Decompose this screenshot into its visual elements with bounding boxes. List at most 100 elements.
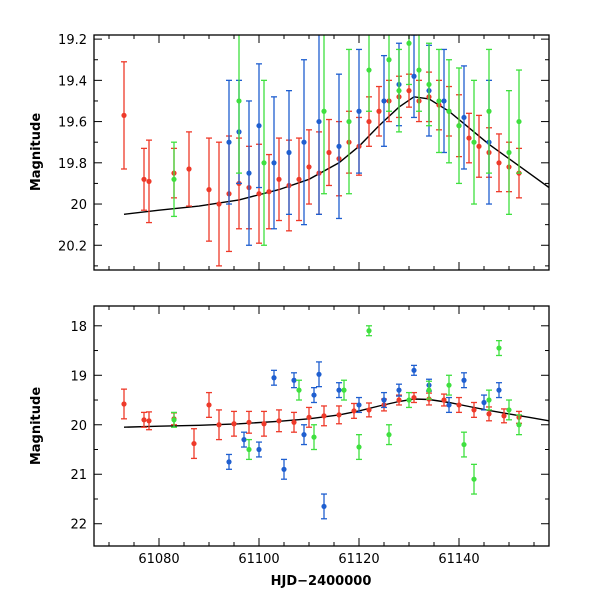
- bottom-blue-point: [396, 383, 402, 397]
- data-marker: [206, 187, 212, 193]
- top-blue-point: [226, 79, 232, 205]
- data-marker: [426, 387, 432, 393]
- bottom-red-point: [231, 410, 237, 437]
- data-marker: [321, 503, 327, 510]
- top-red-point: [376, 85, 382, 137]
- top-green-point: [171, 141, 177, 218]
- data-marker: [246, 446, 252, 453]
- data-marker: [481, 399, 487, 406]
- data-marker: [261, 421, 267, 427]
- data-marker: [171, 176, 177, 182]
- bottom-green-point: [386, 424, 392, 446]
- top-blue-point: [246, 100, 252, 246]
- bottom-blue-point: [226, 453, 232, 470]
- top-green-point: [436, 48, 442, 154]
- top-green-point: [486, 48, 492, 174]
- data-marker: [316, 371, 322, 377]
- bottom-blue-point: [356, 396, 362, 414]
- data-marker: [406, 397, 412, 403]
- bottom-red-point: [141, 411, 147, 428]
- data-marker: [411, 394, 417, 401]
- data-marker: [386, 57, 392, 63]
- bottom-blue-point: [481, 394, 487, 411]
- data-marker: [501, 413, 507, 419]
- data-marker: [456, 402, 462, 408]
- bottom-red-point: [306, 406, 312, 428]
- bottom-green-point: [311, 424, 317, 451]
- bottom-green-point: [366, 325, 372, 337]
- data-marker: [366, 328, 372, 334]
- data-marker: [356, 108, 362, 114]
- data-marker: [316, 118, 322, 125]
- y-tick-label: 19.4: [58, 74, 87, 89]
- data-marker: [381, 98, 387, 104]
- top-blue-point: [316, 35, 322, 215]
- data-marker: [506, 407, 512, 413]
- data-marker: [296, 387, 302, 393]
- bottom-red-point: [336, 405, 342, 425]
- top-red-point: [476, 114, 482, 178]
- data-marker: [461, 377, 467, 383]
- data-marker: [261, 160, 267, 166]
- top-blue-point: [256, 63, 262, 189]
- top-green-point: [446, 59, 452, 164]
- data-marker: [336, 143, 342, 149]
- data-marker: [446, 402, 452, 408]
- top-red-point: [121, 61, 127, 170]
- data-marker: [351, 408, 357, 414]
- x-tick-label: 61100: [238, 552, 279, 567]
- bottom-green-point: [516, 414, 522, 436]
- data-marker: [496, 160, 502, 166]
- top-green-point: [416, 35, 422, 112]
- bottom-red-point: [321, 405, 327, 427]
- bottom-points-layer: [121, 325, 522, 520]
- bottom-red-point: [291, 411, 297, 433]
- y-tick-label: 20: [70, 419, 87, 434]
- data-marker: [496, 387, 502, 393]
- data-marker: [366, 118, 372, 125]
- bottom-blue-point: [316, 361, 322, 388]
- data-marker: [226, 139, 232, 145]
- bottom-ticks: 61080 61100 61120 61140 18 19 20 21 22: [70, 306, 549, 567]
- data-marker: [321, 413, 327, 419]
- top-plot-frame: [93, 34, 550, 271]
- bottom-blue-point: [381, 391, 387, 409]
- top-green-point: [321, 35, 327, 195]
- data-marker: [301, 432, 307, 438]
- bottom-blue-point: [301, 424, 307, 446]
- y-tick-label: 21: [70, 468, 87, 483]
- data-marker: [441, 98, 447, 104]
- bottom-blue-point: [291, 372, 297, 389]
- top-red-point: [496, 133, 502, 193]
- top-green-point: [346, 48, 352, 195]
- data-marker: [471, 407, 477, 413]
- data-marker: [146, 418, 152, 424]
- data-marker: [236, 98, 242, 104]
- data-marker: [396, 397, 402, 403]
- data-marker: [366, 67, 372, 73]
- bottom-blue-point: [446, 396, 452, 414]
- data-marker: [121, 112, 127, 118]
- bottom-red-point: [276, 409, 282, 433]
- data-marker: [226, 459, 232, 465]
- data-marker: [446, 382, 452, 388]
- data-marker: [191, 440, 197, 447]
- bottom-green-point: [246, 438, 252, 461]
- data-marker: [406, 88, 412, 94]
- data-marker: [461, 114, 467, 121]
- top-red-point: [326, 118, 332, 187]
- top-green-point: [506, 90, 512, 215]
- bottom-blue-point: [321, 493, 327, 520]
- bottom-blue-point: [271, 369, 277, 386]
- bottom-blue-point: [461, 372, 467, 389]
- data-marker: [256, 123, 262, 129]
- data-marker: [381, 397, 387, 403]
- bottom-red-point: [471, 401, 477, 418]
- data-marker: [406, 40, 412, 46]
- top-blue-point: [286, 90, 292, 215]
- bottom-y-axis-title: Magnitude: [29, 387, 44, 466]
- data-marker: [376, 108, 382, 114]
- top-green-point: [386, 35, 392, 112]
- data-marker: [476, 143, 482, 149]
